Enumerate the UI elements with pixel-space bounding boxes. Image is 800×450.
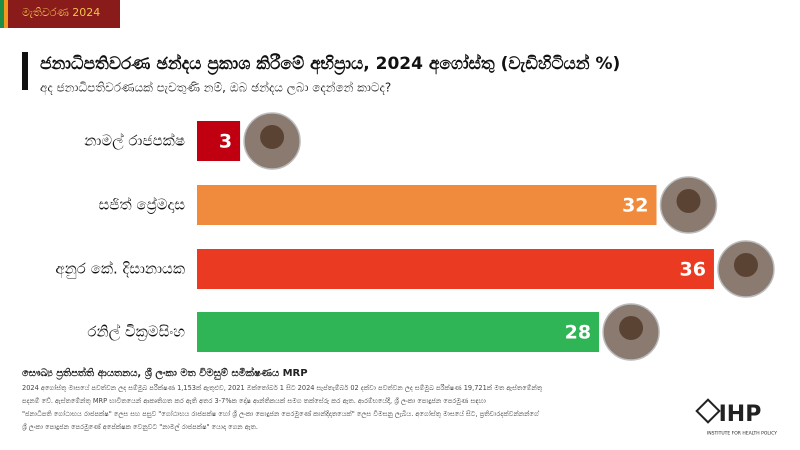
chart-title: ජනාධිපතිවරණ ඡන්දය ප්‍රකාශ කිරීමේ අභිප්‍ර… — [40, 53, 620, 75]
footnote: 2024 අගෝස්තු මාසයේ පවත්වන ලද සම්මුඛ පරීක… — [22, 384, 543, 393]
footnote: ශ්‍රී ලංකා පොදුජන පෙරමුණේ අපේක්ෂක වෙනුවට… — [22, 423, 258, 432]
tag-box — [8, 0, 120, 28]
chart-subtitle: අද ජනාධිපතිවරණයක් පැවතුණි නම්, ඔබ ඡන්දය … — [40, 80, 391, 95]
value-label: 32 — [622, 195, 648, 217]
logo-icon — [695, 398, 721, 424]
portrait-face — [733, 253, 758, 277]
portrait-face — [619, 316, 644, 340]
logo-sub: INSTITUTE FOR HEALTH POLICY — [707, 431, 777, 437]
bar — [197, 121, 241, 161]
footnote: "ජනාධිපති ගෝඨාභය රාජපක්ෂ" ලෙස සහ පසුව "ග… — [22, 410, 539, 419]
footnote: පදනම් වේ. ඇස්තමේන්තු MRP භාවිතයෙන් ආකෘති… — [22, 397, 486, 406]
bar — [197, 312, 600, 352]
bar — [197, 249, 714, 289]
value-label: 3 — [219, 131, 232, 153]
flag-stripe — [0, 0, 4, 28]
bar — [197, 185, 657, 225]
source: සෞඛ්‍ය ප්‍රතිපත්ති ආයතනය, ශ්‍රී ලංකා මත … — [22, 366, 308, 380]
portrait-face — [676, 189, 701, 213]
title-bar — [22, 52, 28, 90]
portrait-face — [260, 125, 285, 149]
flag-stripe — [4, 0, 8, 28]
logo: IHP — [719, 402, 762, 427]
category-label: රනිල් වික්‍රමසිංහ — [87, 322, 185, 341]
category-label: සජිත් ප්‍රේමදාස — [99, 195, 186, 214]
value-label: 36 — [680, 259, 706, 281]
category-label: අනුර කේ. දිසානායක — [55, 259, 185, 278]
category-label: නාමල් රාජපක්ෂ — [84, 131, 185, 149]
tag: මැතිවරණ 2024 — [22, 6, 100, 19]
value-label: 28 — [565, 322, 591, 344]
